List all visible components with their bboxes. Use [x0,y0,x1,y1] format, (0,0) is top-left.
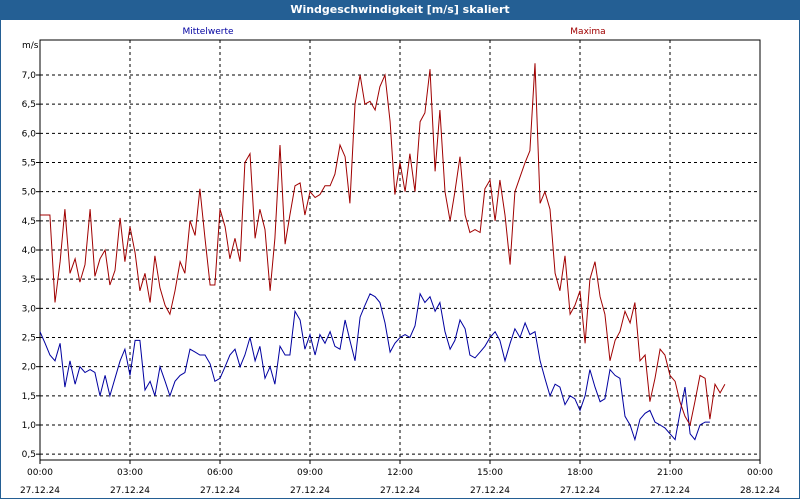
y-tick-label: 2,0 [22,363,37,373]
x-tick-date: 27.12.24 [20,486,60,496]
x-tick-time: 12:00 [387,468,413,478]
y-tick-label: 1,0 [22,421,37,431]
y-tick-label: 2,5 [22,334,36,344]
y-tick-labels: 0,5 1,0 1,5 2,0 2,5 3,0 3,5 4,0 4,5 5,0 5,5 6,0 6,5 7… [22,71,37,460]
x-tick-time: 15:00 [477,468,503,478]
x-tick-date: 27.12.24 [650,486,690,496]
x-tick-time: 03:00 [117,468,143,478]
x-tick-time: 21:00 [657,468,683,478]
legend-mean: Mittelwerte [182,27,233,37]
x-tick-time: 09:00 [297,468,323,478]
x-tick-labels: 00:00 27.12.24 03:00 27.12.24 06:00 27.12.24 0… [20,468,780,496]
y-tick-label: 6,0 [22,129,37,139]
x-tick-date: 27.12.24 [200,486,240,496]
x-tick-time: 00:00 [27,468,53,478]
y-tick-label: 5,5 [22,159,36,169]
y-tick-label: 4,0 [22,246,37,256]
y-tick-label: 3,5 [22,275,36,285]
x-tick-time: 06:00 [207,468,233,478]
y-tick-label: 5,0 [22,188,37,198]
x-tick-date: 27.12.24 [110,486,150,496]
x-tick-date: 27.12.24 [470,486,510,496]
x-tick-date: 27.12.24 [290,486,330,496]
x-tick-date: 27.12.24 [380,486,420,496]
series-line-mittelwerte [39,292,710,442]
x-tick-date: 27.12.24 [560,486,600,496]
grid [36,39,761,464]
y-tick-label: 6,5 [22,100,36,110]
y-tick-label: 3,0 [22,304,37,314]
y-tick-label: 4,5 [22,217,36,227]
legend-max: Maxima [570,27,605,37]
series-line-maxima [40,63,726,427]
y-axis-unit-label: m/s [22,41,39,51]
x-tick-date: 28.12.24 [740,486,780,496]
x-tick-time: 18:00 [567,468,593,478]
chart-title: Windgeschwindigkeit [m/s] skaliert [0,0,800,20]
y-tick-label: 1,5 [22,392,36,402]
y-tick-label: 0,5 [22,450,36,460]
series-lines [39,63,726,442]
x-tick-time: 00:00 [747,468,773,478]
y-tick-label: 7,0 [22,71,37,81]
